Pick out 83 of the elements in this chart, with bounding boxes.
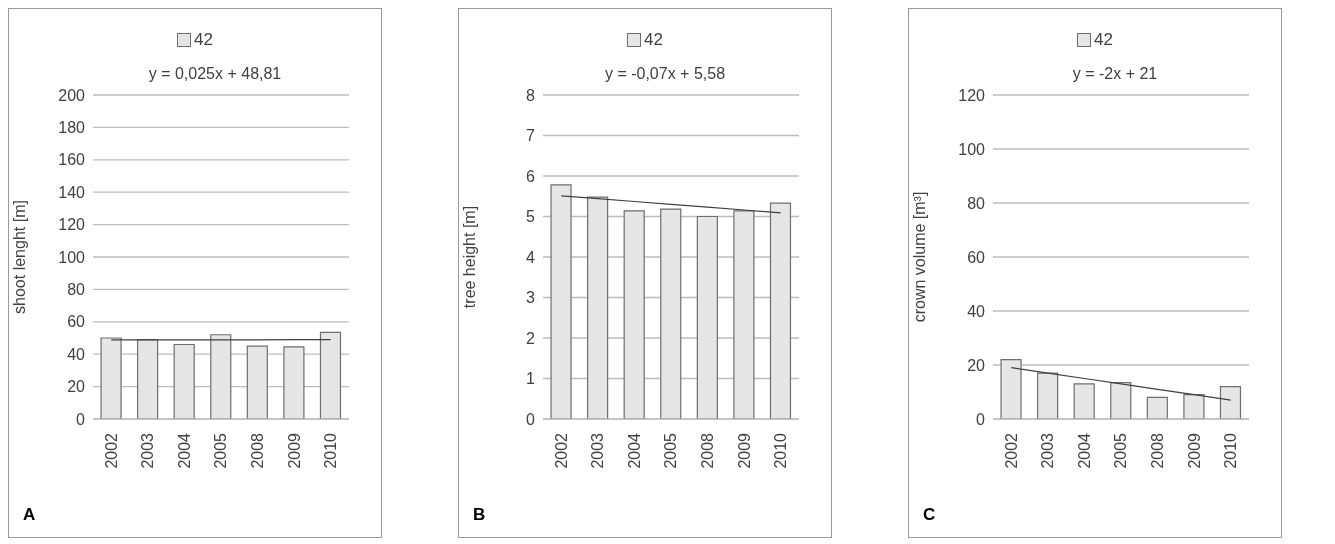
y-tick-label: 60 (967, 248, 986, 266)
x-tick-label: 2008 (698, 432, 716, 469)
y-tick-label: 1 (526, 370, 536, 388)
bar (550, 184, 572, 419)
y-axis-title: tree height [m] (460, 205, 478, 309)
y-tick-label: 2 (526, 329, 536, 347)
y-tick-label: 5 (526, 208, 536, 226)
x-tick-label: 2008 (248, 432, 266, 469)
bar (283, 346, 305, 419)
y-axis-title: crown volume [m³] (910, 191, 928, 323)
y-tick-label: 6 (526, 167, 536, 185)
bar (696, 215, 718, 419)
y-tick-label: 8 (526, 86, 536, 104)
bar (210, 334, 232, 419)
y-tick-label: 140 (58, 183, 86, 201)
y-tick-label: 200 (58, 86, 86, 104)
text: C (923, 505, 936, 525)
y-tick-label: 0 (76, 410, 86, 428)
bar (769, 202, 792, 419)
bar (1146, 396, 1168, 419)
bar (137, 339, 159, 419)
y-tick-label: 100 (958, 140, 986, 158)
y-tick-label: 60 (67, 313, 86, 331)
x-tick-label: 2004 (1075, 432, 1093, 469)
bar (1183, 394, 1205, 419)
x-tick-label: 2010 (772, 432, 790, 469)
y-tick-label: 80 (67, 281, 86, 299)
text: A (23, 505, 36, 525)
y-tick-label: 180 (58, 119, 86, 137)
y-tick-label: 120 (58, 216, 86, 234)
x-tick-label: 2009 (735, 432, 753, 469)
bar (1219, 386, 1242, 419)
bar (1000, 359, 1022, 419)
x-tick-label: 2003 (139, 432, 157, 469)
x-tick-label: 2002 (552, 432, 570, 469)
y-tick-label: 100 (58, 248, 86, 266)
x-tick-label: 2004 (625, 432, 643, 469)
legend-label: 42 (1094, 30, 1113, 50)
bar (733, 210, 755, 419)
x-tick-label: 2010 (322, 432, 340, 469)
x-tick-label: 2003 (589, 432, 607, 469)
text: y = 0,025x + 48,81 (147, 65, 283, 83)
legend-label: 42 (194, 30, 213, 50)
text: y = -0,07x + 5,58 (603, 65, 727, 83)
y-tick-label: 120 (958, 86, 986, 104)
y-tick-label: 3 (526, 289, 536, 307)
y-tick-label: 160 (58, 151, 86, 169)
bar (623, 210, 645, 419)
x-tick-label: 2010 (1222, 432, 1240, 469)
y-tick-label: 40 (967, 302, 986, 320)
bar (1037, 372, 1059, 419)
bar (319, 331, 342, 419)
x-tick-label: 2008 (1148, 432, 1166, 469)
bar (587, 196, 609, 419)
bar (1073, 383, 1095, 419)
y-tick-label: 0 (526, 410, 536, 428)
bar (660, 208, 682, 419)
line-series (1010, 367, 1232, 401)
text: B (473, 505, 486, 525)
x-tick-label: 2009 (1185, 432, 1203, 469)
y-tick-label: 20 (967, 356, 986, 374)
x-tick-label: 2002 (1002, 432, 1020, 469)
y-axis-title: shoot lenght [m] (10, 200, 28, 314)
y-tick-label: 80 (967, 194, 986, 212)
x-tick-label: 2002 (102, 432, 120, 469)
x-tick-label: 2005 (212, 432, 230, 469)
y-tick-label: 0 (976, 410, 986, 428)
y-tick-label: 7 (526, 127, 536, 145)
text: y = -2x + 21 (1071, 65, 1159, 83)
bar (246, 345, 268, 419)
bar (1110, 381, 1132, 419)
x-tick-label: 2005 (662, 432, 680, 469)
x-tick-label: 2003 (1039, 432, 1057, 469)
y-tick-label: 40 (67, 345, 86, 363)
x-tick-label: 2009 (285, 432, 303, 469)
line-series (560, 195, 782, 214)
y-tick-label: 4 (526, 248, 536, 266)
bar (100, 337, 122, 419)
bar (173, 343, 195, 419)
y-tick-label: 20 (67, 378, 86, 396)
x-tick-label: 2005 (1112, 432, 1130, 469)
legend-label: 42 (644, 30, 663, 50)
x-tick-label: 2004 (175, 432, 193, 469)
